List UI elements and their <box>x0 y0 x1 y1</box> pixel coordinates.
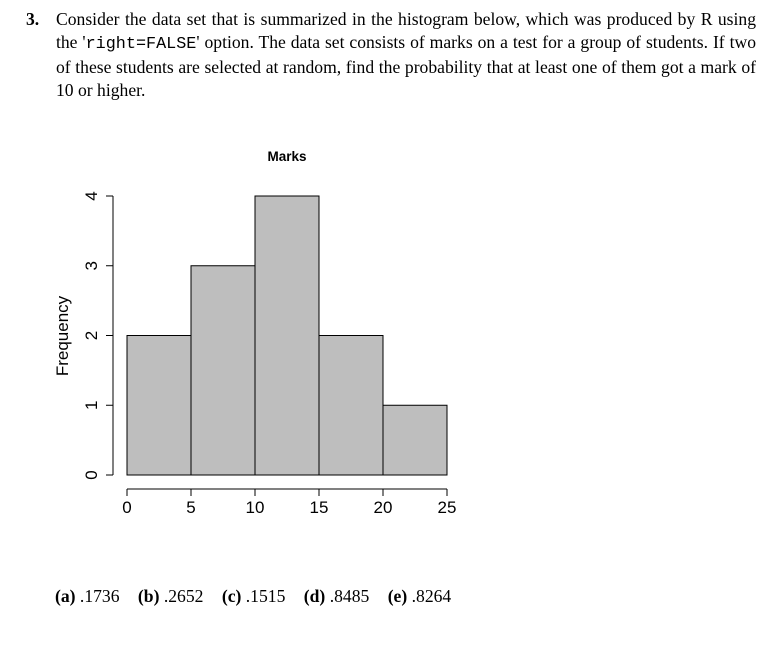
question: 3. Consider the data set that is summari… <box>26 8 756 101</box>
choice-d-value: .8485 <box>329 586 370 606</box>
question-number: 3. <box>26 9 40 29</box>
x-tick-label: 20 <box>374 498 393 517</box>
choice-c-letter: (c) <box>221 586 242 606</box>
question-text-after: ' option. The data set consists of marks… <box>56 31 756 100</box>
choice-a: (a) .1736 <box>55 586 120 606</box>
choice-b-value: .2652 <box>163 586 204 606</box>
x-tick-label: 15 <box>310 498 329 517</box>
answer-choices: (a) .1736 (b) .2652 (c) .1515 (d) .8485 … <box>55 586 465 607</box>
choice-c: (c) .1515 <box>222 586 286 606</box>
choice-e: (e) .8264 <box>388 586 452 606</box>
question-code: right=FALSE <box>85 34 197 54</box>
x-axis: 0 5 10 15 20 25 <box>122 488 457 517</box>
choice-a-letter: (a) <box>55 586 76 606</box>
x-tick-label: 0 <box>122 498 131 517</box>
histogram-bar <box>190 265 256 476</box>
chart-title: Marks <box>267 149 306 164</box>
choice-b-letter: (b) <box>137 586 160 606</box>
choice-d-letter: (d) <box>303 586 326 606</box>
x-tick-label: 10 <box>246 498 265 517</box>
y-tick-label: 4 <box>82 191 101 200</box>
y-axis: 0 1 2 3 4 <box>82 191 114 480</box>
histogram-bar <box>382 404 448 476</box>
histogram-bar <box>254 195 320 476</box>
x-tick-label: 5 <box>186 498 195 517</box>
choice-d: (d) .8485 <box>304 586 370 606</box>
histogram-bar <box>126 335 192 476</box>
y-tick-label: 3 <box>82 261 101 270</box>
histogram-bar <box>318 335 384 476</box>
y-tick-label: 0 <box>82 470 101 479</box>
choice-c-value: .1515 <box>245 586 286 606</box>
question-text: Consider the data set that is summarized… <box>56 8 756 101</box>
y-tick-label: 2 <box>82 331 101 340</box>
choice-b: (b) .2652 <box>138 586 204 606</box>
y-tick-label: 1 <box>82 401 101 410</box>
choice-e-value: .8264 <box>411 586 452 606</box>
choice-a-value: .1736 <box>79 586 120 606</box>
bars <box>126 195 448 476</box>
question-text-before: Consider the data set that is summarized… <box>56 9 756 52</box>
choice-e-letter: (e) <box>387 586 408 606</box>
x-tick-label: 25 <box>438 498 457 517</box>
y-axis-label: Frequency <box>53 295 72 376</box>
